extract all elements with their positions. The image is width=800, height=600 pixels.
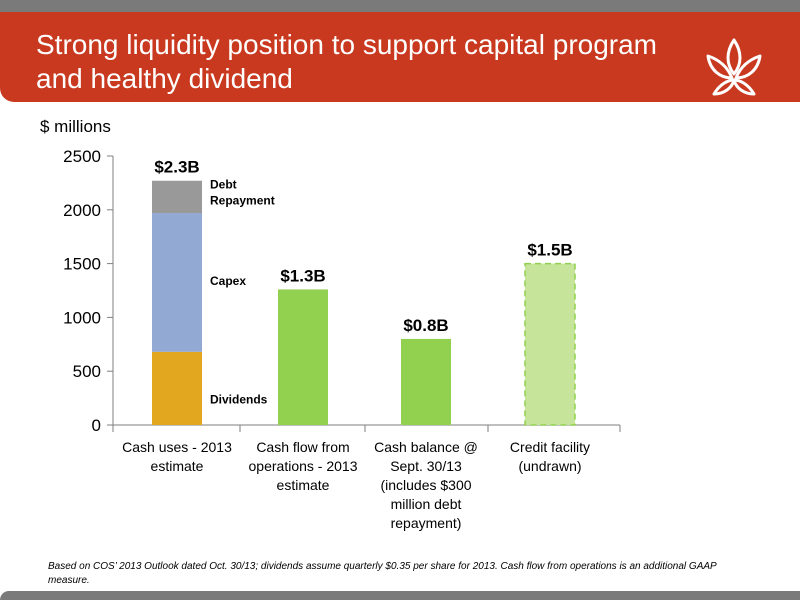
- x-category-label-line: Credit facility: [510, 439, 590, 455]
- header-top-strip: [0, 0, 800, 12]
- x-category-label-line: (includes $300: [380, 477, 471, 493]
- y-axis-unit-label: $ millions: [40, 117, 111, 136]
- bar-1: [278, 289, 328, 425]
- x-category-label-line: estimate: [151, 458, 204, 474]
- x-category-label-line: Cash balance @: [374, 439, 478, 455]
- bar-value-label: $1.3B: [280, 266, 325, 285]
- x-category-label-line: repayment): [391, 515, 462, 531]
- y-tick-label: 2000: [63, 201, 101, 220]
- x-category-label-line: Cash uses - 2013: [122, 439, 232, 455]
- lotus-flower-icon: [706, 38, 762, 96]
- segment-label-capex: Capex: [210, 274, 246, 288]
- y-tick-label: 2500: [63, 147, 101, 166]
- footer-strip: [0, 591, 800, 600]
- x-category-label-line: million debt: [391, 496, 462, 512]
- bar-segment-capex: [152, 213, 202, 352]
- bar-value-label: $0.8B: [403, 316, 448, 335]
- bar-3: [524, 262, 576, 426]
- segment-label-dividends: Dividends: [210, 392, 268, 406]
- x-category-label-line: Sept. 30/13: [390, 458, 462, 474]
- x-category-label: Cash flow from operations - 2013 estimate: [249, 439, 358, 493]
- segment-label-debt-repayment-line: Repayment: [210, 194, 275, 208]
- page-title-line-1: Strong liquidity position to support cap…: [36, 29, 658, 60]
- y-tick-label: 500: [73, 362, 101, 381]
- bar-segment-dividends: [152, 351, 202, 425]
- footnote: Based on COS’ 2013 Outlook dated Oct. 30…: [48, 561, 717, 586]
- liquidity-bar-chart: 0 500 1000 1500 2000 2500 Cash uses - 2013 esti…: [63, 147, 621, 531]
- y-tick-label: 1000: [63, 308, 101, 327]
- page-title-line-2: and healthy dividend: [36, 63, 293, 94]
- x-category-label-line: Cash flow from: [256, 439, 349, 455]
- bar-value-label: $1.5B: [527, 241, 572, 260]
- page-title: Strong liquidity position to support cap…: [36, 28, 696, 96]
- x-category-label: Cash balance @ Sept. 30/13 (includes $300 m…: [374, 439, 478, 531]
- segment-label-debt-repayment-line: Debt: [210, 178, 237, 192]
- bar-2: [401, 338, 451, 425]
- x-category-label: Credit facility (undrawn): [510, 439, 590, 474]
- y-tick-label: 0: [92, 416, 101, 435]
- y-tick-label: 1500: [63, 255, 101, 274]
- x-category-label: Cash uses - 2013 estimate: [122, 439, 232, 474]
- bar-total-label: $2.3B: [154, 158, 199, 177]
- x-category-label-line: estimate: [277, 477, 330, 493]
- bar-segment-debt-repayment: [152, 180, 202, 214]
- segment-label-debt-repayment: Debt Repayment: [210, 178, 275, 208]
- title-band: Strong liquidity position to support cap…: [0, 12, 800, 102]
- x-category-label-line: operations - 2013: [249, 458, 358, 474]
- x-category-label-line: (undrawn): [518, 458, 581, 474]
